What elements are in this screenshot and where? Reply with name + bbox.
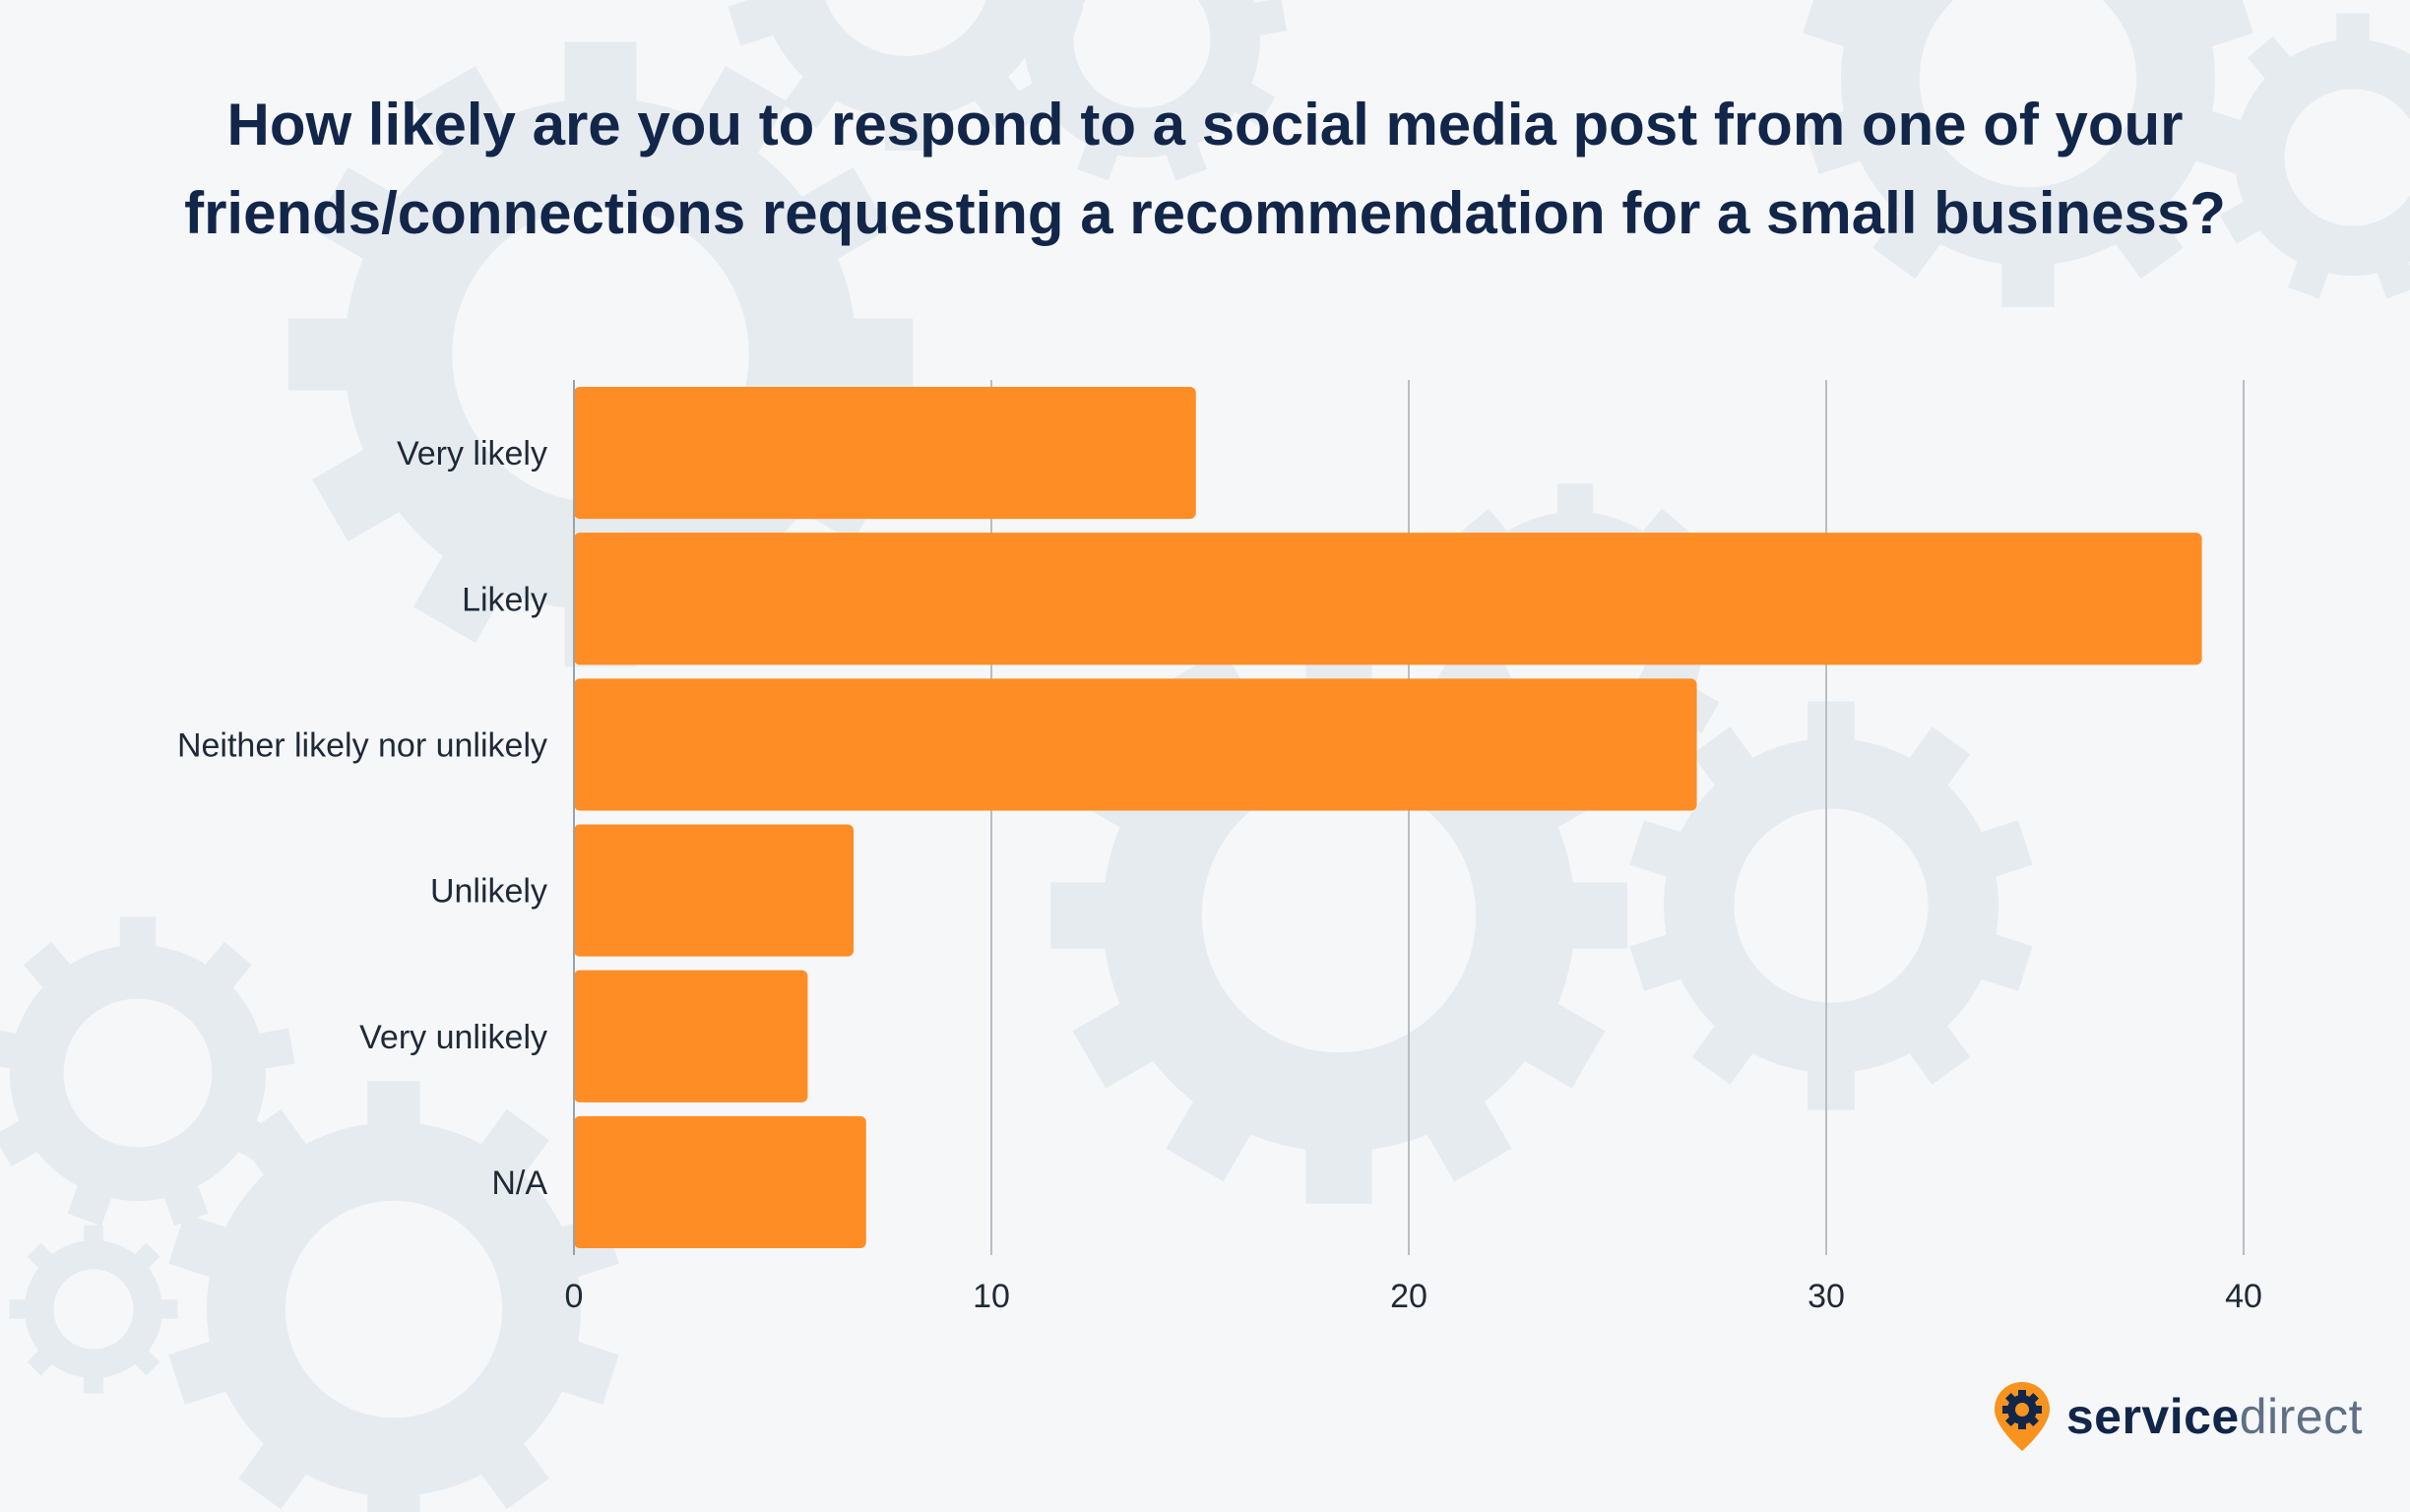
- y-category-label: Very likely: [397, 435, 547, 472]
- bar: [574, 970, 808, 1102]
- x-tick-label: 10: [973, 1278, 1010, 1315]
- gear-icon: [728, 0, 1084, 151]
- gear-icon: [168, 1081, 619, 1512]
- location-pin-gear-icon: [1994, 1382, 2050, 1451]
- gear-icon: [2207, 13, 2410, 299]
- gear-icon: [996, 0, 1288, 181]
- y-category-label: Very unlikely: [359, 1019, 547, 1056]
- bar: [574, 387, 1196, 520]
- y-category-label: Unlikely: [430, 873, 547, 911]
- y-category-label: Neither likely nor unlikely: [177, 726, 547, 764]
- chart-title-line-1: How likely are you to respond to a socia…: [226, 92, 2184, 158]
- x-tick-label: 20: [1390, 1278, 1427, 1315]
- gear-icon: [0, 916, 295, 1227]
- gear-icon: [1803, 0, 2253, 307]
- brand-name-bold: service: [2065, 1389, 2240, 1444]
- gear-icon: [9, 1225, 178, 1394]
- y-category-label: N/A: [491, 1165, 547, 1202]
- x-tick-label: 30: [1808, 1278, 1845, 1315]
- bar: [574, 1115, 866, 1248]
- bar: [574, 678, 1697, 811]
- gear-icon: [1629, 701, 2033, 1110]
- brand-logo: servicedirect: [1992, 1380, 2363, 1453]
- y-category-label: Likely: [462, 581, 547, 618]
- brand-name-light: direct: [2239, 1389, 2363, 1444]
- chart-title-line-2: friends/connections requesting a recomme…: [184, 180, 2226, 246]
- bar: [574, 824, 855, 957]
- x-tick-label: 40: [2225, 1278, 2262, 1315]
- chart-title: How likely are you to respond to a socia…: [0, 81, 2410, 258]
- bar: [574, 533, 2202, 665]
- x-tick-label: 0: [565, 1278, 584, 1315]
- brand-wordmark: servicedirect: [2066, 1388, 2363, 1445]
